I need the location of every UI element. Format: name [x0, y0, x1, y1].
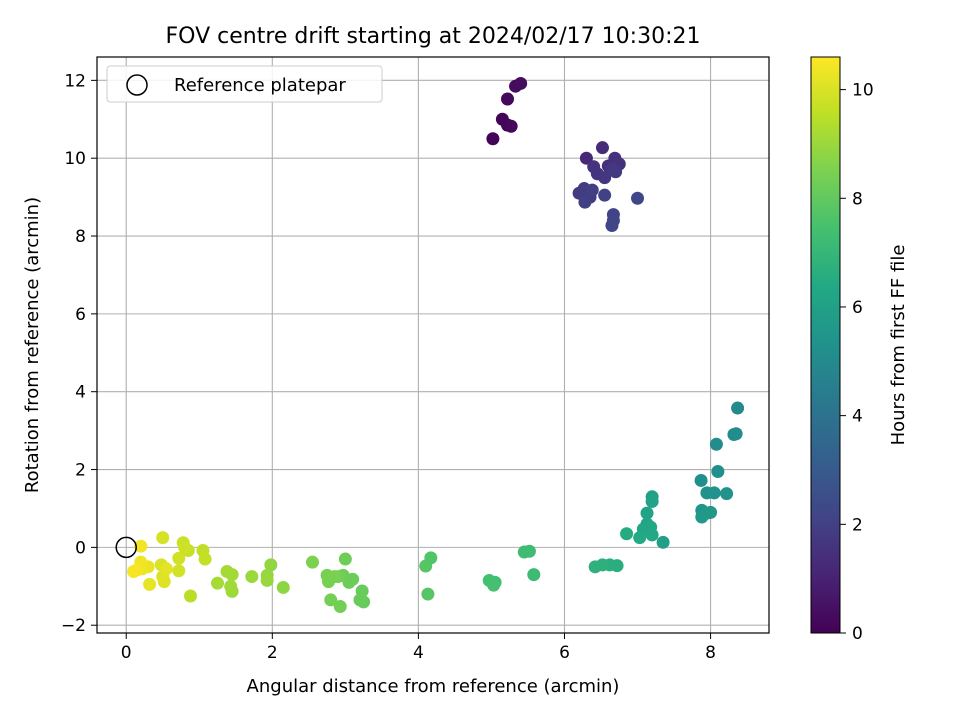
data-point — [211, 576, 225, 590]
data-point — [709, 437, 723, 451]
data-point — [631, 191, 645, 205]
data-point — [585, 183, 599, 197]
data-point — [486, 132, 500, 146]
data-point — [729, 427, 743, 441]
data-point — [224, 579, 238, 593]
data-point — [260, 573, 274, 587]
data-point — [487, 578, 501, 592]
data-point — [338, 552, 352, 566]
x-axis-label: Angular distance from reference (arcmin) — [247, 676, 620, 697]
data-point — [178, 540, 192, 554]
data-point — [159, 562, 173, 576]
x-tick-label: 6 — [559, 643, 570, 663]
data-point — [419, 559, 433, 573]
data-point — [514, 76, 528, 90]
colorbar-tick-label: 4 — [852, 407, 863, 427]
x-tick-label: 8 — [705, 643, 716, 663]
plot-frame — [96, 56, 770, 634]
y-tick-label: 0 — [75, 538, 86, 558]
data-point — [198, 552, 212, 566]
data-point — [324, 593, 338, 607]
grid — [97, 57, 769, 633]
colorbar — [810, 56, 841, 634]
y-tick-label: 2 — [75, 461, 86, 481]
colorbar-tick-label: 2 — [852, 515, 863, 535]
y-tick-label: 10 — [64, 149, 86, 169]
data-point — [633, 531, 647, 545]
data-point — [305, 555, 319, 569]
data-point — [421, 587, 435, 601]
data-point — [579, 151, 593, 165]
data-point — [645, 528, 659, 542]
data-point — [731, 401, 745, 415]
data-point — [156, 531, 170, 545]
data-point — [355, 584, 369, 598]
data-point — [694, 473, 708, 487]
data-point — [172, 564, 186, 578]
data-point — [620, 527, 634, 541]
y-axis-label: Rotation from reference (arcmin) — [22, 197, 43, 493]
data-point — [276, 580, 290, 594]
data-point — [707, 486, 721, 500]
data-point — [172, 551, 186, 565]
data-point — [720, 487, 734, 501]
legend-box — [106, 65, 383, 103]
data-point — [609, 165, 623, 179]
x-axis-ticks: 0 2 4 6 8 — [121, 633, 716, 663]
data-point — [327, 570, 341, 584]
data-point — [134, 539, 148, 553]
data-point — [605, 219, 619, 233]
data-point — [598, 171, 612, 185]
data-point — [157, 575, 171, 589]
y-tick-label: 4 — [75, 383, 86, 403]
colorbar-tick-label: 8 — [852, 189, 863, 209]
data-point — [640, 506, 654, 520]
data-point — [695, 510, 709, 524]
data-point — [588, 560, 602, 574]
data-point — [220, 565, 234, 579]
data-point — [598, 188, 612, 202]
colorbar-label: Hours from first FF file — [888, 245, 909, 446]
x-tick-label: 0 — [121, 643, 132, 663]
data-point — [578, 195, 592, 209]
colorbar-tick-label: 10 — [852, 81, 874, 101]
data-point — [656, 535, 670, 549]
data-points — [127, 76, 745, 614]
data-point — [264, 558, 278, 572]
y-tick-label: 6 — [75, 305, 86, 325]
reference-point — [115, 536, 137, 559]
data-point — [127, 565, 141, 579]
data-point — [183, 589, 197, 603]
y-tick-label: 8 — [75, 227, 86, 247]
x-tick-label: 4 — [413, 643, 424, 663]
data-point — [517, 545, 531, 559]
data-point — [595, 141, 609, 155]
x-tick-label: 2 — [267, 643, 278, 663]
data-point — [645, 494, 659, 508]
colorbar-tick-label: 0 — [852, 624, 863, 644]
data-point — [711, 464, 725, 478]
data-point — [143, 577, 157, 591]
chart-title: FOV centre drift starting at 2024/02/17 … — [166, 24, 701, 49]
legend: Reference platepar — [106, 65, 383, 103]
data-point — [504, 119, 518, 133]
y-axis-ticks: −2 0 2 4 6 8 10 12 — [61, 71, 97, 636]
colorbar-tick-label: 6 — [852, 298, 863, 318]
legend-label: Reference platepar — [174, 75, 346, 96]
colorbar-ticks: 0 2 4 6 8 10 — [840, 81, 874, 644]
y-tick-label: 12 — [64, 71, 86, 91]
data-point — [333, 600, 347, 614]
data-point — [527, 568, 541, 582]
y-tick-label: −2 — [61, 616, 86, 636]
data-point — [501, 92, 515, 106]
legend-marker — [126, 74, 148, 96]
reference-marker — [115, 536, 137, 559]
data-point — [245, 570, 259, 584]
